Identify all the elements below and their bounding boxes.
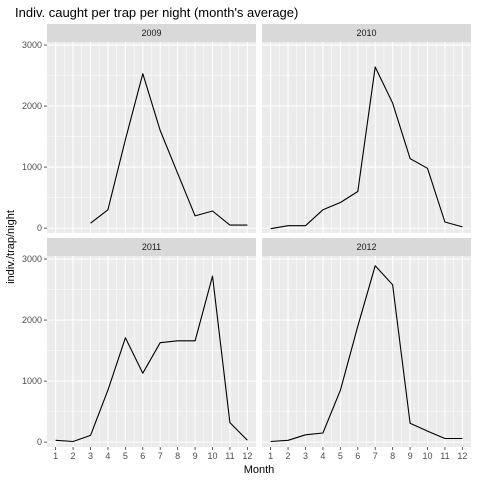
x-tick-label: 9	[193, 451, 198, 461]
facet-panel-2009: 2009 0 1000 2000 3000	[22, 24, 256, 233]
x-tick-label: 6	[355, 451, 360, 461]
y-tick-label: 1000	[22, 376, 42, 386]
y-tick-label: 2000	[22, 315, 42, 325]
x-tick-label: 3	[303, 451, 308, 461]
x-tick-label: 2	[71, 451, 76, 461]
x-tick-label: 5	[338, 451, 343, 461]
chart-title: Indiv. caught per trap per night (month'…	[15, 5, 298, 20]
y-tick-label: 3000	[22, 40, 42, 50]
x-tick-label: 11	[225, 451, 234, 461]
x-tick-label: 9	[408, 451, 413, 461]
x-tick-label: 10	[423, 451, 433, 461]
x-tick-label: 4	[320, 451, 325, 461]
x-tick-label: 12	[242, 451, 252, 461]
x-tick-label: 6	[140, 451, 145, 461]
facet-strip-label: 2012	[356, 242, 376, 252]
facet-strip-label: 2011	[142, 242, 161, 252]
facet-strip-label: 2009	[141, 28, 161, 38]
x-tick-label: 7	[158, 451, 163, 461]
y-tick-label: 0	[37, 223, 42, 233]
facet-panel-2010: 2010	[262, 24, 471, 233]
x-axis-title: Month	[244, 464, 275, 476]
x-tick-label: 8	[390, 451, 395, 461]
x-tick-label: 2	[286, 451, 291, 461]
y-tick-label: 2000	[22, 101, 42, 111]
x-tick-label: 1	[268, 451, 273, 461]
y-axis-title: indiv./trap/night	[5, 210, 17, 284]
y-tick-label: 1000	[22, 162, 42, 172]
x-tick-label: 11	[440, 451, 449, 461]
y-tick-label: 0	[37, 437, 42, 447]
x-tick-label: 10	[208, 451, 218, 461]
x-tick-label: 1	[53, 451, 58, 461]
x-tick-label: 3	[88, 451, 93, 461]
x-tick-label: 4	[105, 451, 110, 461]
x-tick-label: 8	[175, 451, 180, 461]
y-tick-label: 3000	[22, 254, 42, 264]
x-tick-label: 7	[373, 451, 378, 461]
x-tick-label: 5	[123, 451, 128, 461]
x-tick-label: 12	[457, 451, 467, 461]
facet-strip-label: 2010	[356, 28, 376, 38]
